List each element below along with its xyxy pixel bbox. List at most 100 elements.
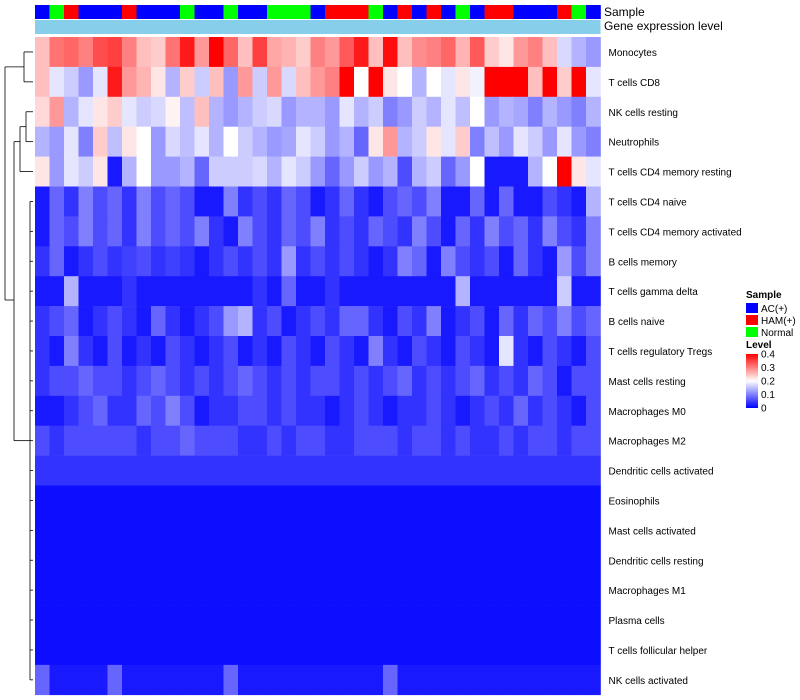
heatmap-cell (180, 37, 195, 68)
sample-annotation-cell (107, 5, 123, 19)
legend-tick-label: 0 (761, 404, 767, 415)
heatmap-cell (78, 485, 94, 516)
heatmap-cell (339, 664, 355, 696)
annotation-label-gene-expression: Gene expression level (604, 19, 723, 33)
sample-annotation-cell (325, 5, 340, 19)
heatmap-cell (557, 216, 572, 247)
heatmap-cell (397, 66, 413, 98)
heatmap-cell (252, 96, 268, 127)
heatmap-cell (470, 545, 485, 576)
sample-annotation-cell (64, 5, 79, 19)
heatmap-cell (35, 306, 50, 337)
sample-annotation-cell (310, 5, 326, 19)
heatmap-cell (426, 395, 442, 426)
heatmap-cell (513, 515, 529, 546)
heatmap-cell (571, 156, 587, 187)
heatmap-cell (455, 605, 471, 636)
heatmap-cell (557, 37, 572, 68)
heatmap-cell (238, 395, 253, 426)
heatmap-cell (455, 306, 471, 337)
heatmap-cell (93, 545, 108, 576)
row-label: T cells regulatory Tregs (609, 347, 713, 358)
heatmap-cell (484, 575, 500, 606)
heatmap-cell (354, 575, 369, 606)
heatmap-cell (209, 664, 224, 696)
heatmap-cell (296, 156, 311, 187)
heatmap-cell (368, 575, 384, 606)
heatmap-cell (339, 635, 355, 666)
heatmap-cell (35, 276, 50, 307)
heatmap-cell (93, 455, 108, 486)
heatmap-cell (354, 635, 369, 666)
heatmap-cell (571, 395, 587, 426)
heatmap-cell (165, 96, 181, 127)
heatmap-cell (252, 246, 268, 277)
heatmap-cell (310, 306, 326, 337)
heatmap-cell (49, 246, 65, 277)
sample-annotation-cell (49, 5, 65, 19)
heatmap-cell (513, 306, 529, 337)
heatmap-cell (586, 37, 601, 68)
heatmap-cell (49, 276, 65, 307)
heatmap-cell (484, 306, 500, 337)
row-label: Macrophages M2 (609, 437, 687, 448)
heatmap-cell (484, 336, 500, 367)
heatmap-cell (107, 605, 123, 636)
heatmap-cell (397, 545, 413, 576)
heatmap-cell (455, 575, 471, 606)
heatmap-cell (470, 126, 485, 157)
heatmap-cell (571, 605, 587, 636)
heatmap-cell (267, 216, 282, 247)
heatmap-cell (397, 156, 413, 187)
heatmap-cell (252, 306, 268, 337)
heatmap-cell (441, 485, 456, 516)
heatmap-cell (151, 126, 166, 157)
heatmap-cell (107, 395, 123, 426)
heatmap-cell (35, 216, 50, 247)
heatmap-cell (151, 37, 166, 68)
heatmap-cell (267, 455, 282, 486)
heatmap-cell (35, 605, 50, 636)
legend-title-sample: Sample (746, 290, 782, 301)
heatmap-cell (136, 276, 152, 307)
heatmap-cell (325, 66, 340, 98)
heatmap-cell (397, 575, 413, 606)
legend-tick-label: 0.4 (761, 350, 775, 361)
row-label: Dendritic cells activated (609, 467, 714, 478)
heatmap-cell (223, 365, 239, 397)
sample-annotation-cell (484, 5, 500, 19)
heatmap-cell (223, 37, 239, 68)
heatmap-cell (281, 365, 297, 397)
heatmap-cell (368, 96, 384, 127)
heatmap-cell (441, 605, 456, 636)
heatmap-cell (107, 575, 123, 606)
heatmap-cell (528, 336, 543, 367)
heatmap-cell (397, 37, 413, 68)
heatmap-cell (354, 455, 369, 486)
heatmap-cell (238, 336, 253, 367)
heatmap-cell (180, 455, 195, 486)
heatmap-cell (354, 664, 369, 696)
heatmap-cell (194, 515, 210, 546)
heatmap-cell (267, 605, 282, 636)
heatmap-cell (325, 425, 340, 456)
heatmap-cell (64, 216, 79, 247)
heatmap-cell (93, 336, 108, 367)
heatmap-cell (267, 485, 282, 516)
heatmap-cell (397, 515, 413, 546)
heatmap-cell (339, 425, 355, 456)
heatmap-cell (180, 635, 195, 666)
heatmap-cell (64, 664, 79, 696)
sample-annotation-cell (571, 5, 587, 19)
heatmap-cell (528, 126, 543, 157)
heatmap-cell (107, 365, 123, 397)
sample-annotation-cell (136, 5, 152, 19)
heatmap-cell (64, 365, 79, 397)
heatmap-cell (470, 246, 485, 277)
heatmap-cell (107, 425, 123, 456)
heatmap-cell (513, 635, 529, 666)
heatmap-cell (122, 605, 137, 636)
heatmap-cell (426, 605, 442, 636)
heatmap-cell (165, 365, 181, 397)
heatmap-cell (151, 336, 166, 367)
